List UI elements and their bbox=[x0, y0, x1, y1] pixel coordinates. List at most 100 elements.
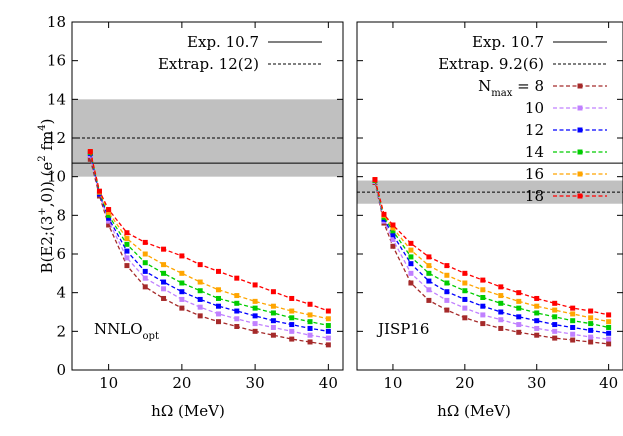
data-point bbox=[498, 325, 504, 331]
data-point bbox=[462, 280, 468, 286]
data-point bbox=[325, 308, 331, 314]
data-point bbox=[106, 209, 112, 215]
data-point bbox=[106, 222, 112, 228]
legend-marker-nmax-8 bbox=[577, 83, 583, 89]
data-point bbox=[124, 241, 130, 247]
data-point bbox=[179, 253, 185, 259]
data-point bbox=[124, 263, 130, 269]
data-point bbox=[270, 332, 276, 338]
data-point bbox=[552, 322, 558, 328]
data-point bbox=[142, 239, 148, 245]
data-point bbox=[307, 312, 313, 318]
data-point bbox=[307, 332, 313, 338]
data-point bbox=[197, 296, 203, 302]
data-point bbox=[444, 263, 450, 269]
data-point bbox=[325, 323, 331, 329]
data-point bbox=[197, 288, 203, 294]
data-point bbox=[234, 308, 240, 314]
reference-lines bbox=[72, 137, 343, 164]
y-tick-label: 2 bbox=[56, 322, 66, 340]
data-point bbox=[588, 315, 594, 321]
panel-nnlo: 0 2 4 6 8 10 12 14 16 18 10 20 30 40 Exp. 10.7 Extrap… bbox=[47, 13, 344, 420]
data-point bbox=[106, 218, 112, 224]
data-point bbox=[408, 261, 414, 267]
data-point bbox=[270, 303, 276, 309]
data-point bbox=[289, 315, 295, 321]
data-point bbox=[270, 310, 276, 316]
legend-nmax-label: 10 bbox=[525, 99, 544, 117]
data-point bbox=[215, 287, 221, 293]
data-point bbox=[252, 321, 258, 327]
legend-extrap-label: Extrap. 12(2) bbox=[158, 55, 259, 73]
data-point bbox=[426, 254, 432, 260]
data-point bbox=[552, 328, 558, 334]
data-point bbox=[498, 293, 504, 299]
data-point bbox=[325, 316, 331, 322]
data-point bbox=[534, 310, 540, 316]
data-point bbox=[462, 296, 468, 302]
legend-exp-label: Exp. 10.7 bbox=[187, 33, 259, 51]
data-point bbox=[588, 308, 594, 314]
data-point bbox=[106, 212, 112, 218]
data-point bbox=[381, 211, 387, 217]
data-point bbox=[534, 332, 540, 338]
data-point bbox=[498, 317, 504, 323]
data-point bbox=[270, 318, 276, 324]
data-point bbox=[252, 282, 258, 288]
data-point bbox=[289, 336, 295, 342]
data-point bbox=[570, 324, 576, 330]
series-group bbox=[87, 149, 331, 348]
data-point bbox=[462, 315, 468, 321]
data-point bbox=[408, 254, 414, 260]
data-point bbox=[307, 319, 313, 325]
plot-frame bbox=[356, 21, 623, 371]
data-point bbox=[289, 328, 295, 334]
data-point bbox=[444, 272, 450, 278]
data-point bbox=[307, 301, 313, 307]
data-point bbox=[179, 270, 185, 276]
data-point bbox=[390, 237, 396, 242]
data-point bbox=[570, 337, 576, 343]
data-point bbox=[124, 255, 130, 261]
y-axis-label: B(E2;(3+,0)) (e2 fm4) bbox=[37, 119, 56, 274]
x-tick-label: 10 bbox=[383, 374, 402, 392]
series-group bbox=[372, 177, 612, 347]
data-point bbox=[215, 268, 221, 274]
data-point bbox=[142, 251, 148, 257]
data-point bbox=[552, 314, 558, 320]
plot-frame bbox=[71, 21, 344, 371]
data-point bbox=[197, 262, 203, 268]
data-point bbox=[516, 329, 522, 335]
data-point bbox=[270, 289, 276, 295]
data-point bbox=[252, 328, 258, 334]
data-point bbox=[516, 290, 522, 296]
data-point bbox=[215, 311, 221, 317]
data-point bbox=[498, 309, 504, 315]
data-point bbox=[444, 280, 450, 286]
data-point bbox=[498, 300, 504, 306]
x-tick-label: 20 bbox=[455, 374, 474, 392]
reference-lines bbox=[357, 162, 623, 193]
panel-label-nnlo: NNLOopt bbox=[94, 320, 159, 342]
legend-marker-nmax-16 bbox=[577, 171, 583, 177]
data-point bbox=[516, 314, 522, 320]
data-point bbox=[588, 339, 594, 345]
data-point bbox=[408, 247, 414, 253]
data-point bbox=[552, 335, 558, 341]
data-point bbox=[142, 260, 148, 266]
legend-nmax-label: 14 bbox=[525, 143, 544, 161]
data-point bbox=[480, 287, 486, 293]
data-point bbox=[516, 298, 522, 304]
data-point bbox=[289, 322, 295, 328]
legend-nmax-label: 12 bbox=[525, 121, 544, 139]
series-line-nmax-16 bbox=[89, 151, 329, 320]
data-point bbox=[606, 324, 612, 330]
data-point bbox=[534, 303, 540, 309]
data-point bbox=[307, 339, 313, 345]
data-point bbox=[408, 240, 414, 246]
data-point bbox=[534, 318, 540, 324]
data-point bbox=[106, 207, 112, 213]
data-point bbox=[161, 279, 167, 285]
legend-nmax-label: Nmax = 8 bbox=[478, 77, 544, 99]
data-point bbox=[215, 319, 221, 325]
